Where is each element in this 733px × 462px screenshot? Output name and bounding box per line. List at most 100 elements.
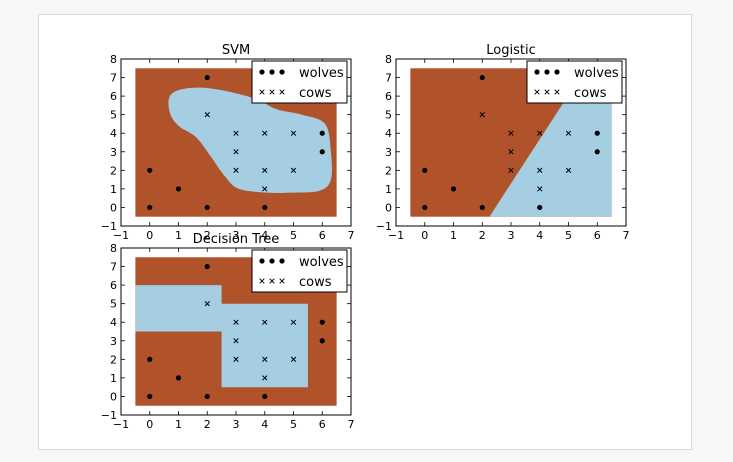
- subplot-2: −1 0 1 2 3 4 5 6 7 −1 0 1 2 3 4 5 6 7 8 Decision Tree wolves…: [101, 232, 355, 431]
- cows-point-3: [508, 130, 514, 136]
- x-tick-label: 6: [319, 418, 326, 431]
- subplot-title: Logistic: [486, 43, 535, 58]
- y-tick-label: 6: [110, 90, 117, 103]
- wolves-point-5: [262, 393, 268, 400]
- cows-region: [168, 87, 332, 193]
- x-tick-label: 5: [290, 229, 297, 242]
- subplot-title: Decision Tree: [193, 232, 280, 247]
- x-tick-label: 4: [261, 418, 268, 431]
- x-tick-label: 5: [290, 418, 297, 431]
- cows-point-0: [479, 112, 485, 118]
- legend-marker-cows: [554, 89, 560, 95]
- legend-marker-cows: [279, 89, 285, 95]
- wolves-point-5: [537, 204, 543, 211]
- cows-point-5: [262, 356, 268, 362]
- y-tick-label: 3: [110, 335, 117, 348]
- subplot-1: −1 0 1 2 3 4 5 6 7 −1 0 1 2 3 4 5 6 7 8 Logistic wolves cows: [376, 43, 630, 242]
- y-tick-label: 7: [110, 72, 117, 85]
- figure-canvas: −1 0 1 2 3 4 5 6 7 −1 0 1 2 3 4 5 6 7 8 SVM wolves cows −1 0 1 2 3…: [101, 43, 630, 431]
- cows-point-4: [262, 375, 268, 381]
- wolves-point-3: [479, 204, 485, 211]
- y-tick-label: 4: [110, 127, 117, 140]
- legend-marker-cows: [279, 278, 285, 284]
- legend-box: [251, 60, 348, 104]
- y-tick-label: 2: [110, 164, 117, 177]
- x-tick-label: 1: [175, 418, 182, 431]
- cows-point-8: [565, 130, 572, 136]
- cows-point-8: [290, 130, 297, 136]
- wolves-point-1: [147, 167, 153, 173]
- x-tick-label: 3: [233, 418, 240, 431]
- wolves-point-3: [204, 393, 210, 400]
- y-tick-label: 4: [110, 316, 117, 329]
- legend-marker-cows: [544, 89, 550, 95]
- y-tick-label: 0: [110, 390, 117, 403]
- x-tick-label: 5: [565, 229, 572, 242]
- legend-label-cows: cows: [299, 86, 332, 101]
- x-tick-label: 0: [421, 229, 428, 242]
- cows-region: [489, 68, 612, 217]
- y-tick-label: −1: [101, 409, 117, 422]
- y-tick-label: 5: [110, 109, 117, 122]
- y-tick-label: 0: [385, 201, 392, 214]
- y-tick-label: 1: [110, 183, 117, 196]
- x-tick-label: 0: [146, 229, 153, 242]
- y-tick-label: −1: [376, 220, 392, 233]
- ticks: −1 0 1 2 3 4 5 6 7 −1 0 1 2 3 4 5 6 7 8: [101, 242, 355, 431]
- legend-marker-cows: [269, 278, 275, 284]
- legend-label-wolves: wolves: [299, 255, 344, 270]
- wolves-point-5: [262, 204, 268, 211]
- x-tick-label: 4: [536, 229, 543, 242]
- legend-marker-cows: [269, 89, 275, 95]
- y-tick-label: 2: [385, 164, 392, 177]
- x-tick-label: 2: [204, 418, 211, 431]
- legend-marker-cows: [259, 278, 265, 284]
- wolves-point-2: [450, 186, 457, 192]
- x-tick-label: 6: [319, 229, 326, 242]
- x-tick-label: 6: [594, 229, 601, 242]
- wolves-point-7: [594, 130, 600, 136]
- legend-marker-wolves: [269, 258, 275, 264]
- legend-label-wolves: wolves: [574, 66, 619, 81]
- data-points: [422, 74, 600, 211]
- wolves-point-2: [175, 375, 182, 381]
- legend-marker-wolves: [279, 258, 285, 264]
- wolves-point-4: [204, 74, 210, 81]
- wolves-point-2: [175, 186, 182, 192]
- y-tick-label: 1: [110, 372, 117, 385]
- x-tick-label: 0: [146, 418, 153, 431]
- x-tick-label: 3: [233, 229, 240, 242]
- subplot-title: SVM: [222, 43, 250, 58]
- legend-marker-wolves: [534, 69, 540, 75]
- cows-point-7: [290, 167, 297, 173]
- legend-marker-wolves: [259, 258, 265, 264]
- legend-box: [526, 60, 623, 104]
- y-tick-label: 1: [385, 183, 392, 196]
- wolves-point-3: [204, 204, 210, 211]
- ticks: −1 0 1 2 3 4 5 6 7 −1 0 1 2 3 4 5 6 7 8: [101, 53, 355, 242]
- cows-point-2: [233, 338, 239, 344]
- x-tick-label: 7: [348, 229, 355, 242]
- wolves-point-4: [204, 263, 210, 270]
- cows-point-8: [290, 319, 297, 325]
- legend-marker-wolves: [259, 69, 265, 75]
- x-tick-label: 7: [348, 418, 355, 431]
- wolves-point-6: [319, 149, 325, 155]
- wolves-point-0: [422, 204, 428, 211]
- y-tick-label: 8: [110, 242, 117, 255]
- y-tick-label: −1: [101, 220, 117, 233]
- y-tick-label: 5: [110, 298, 117, 311]
- y-tick-label: 0: [110, 201, 117, 214]
- y-tick-label: 6: [110, 279, 117, 292]
- y-tick-label: 5: [385, 109, 392, 122]
- x-tick-label: 7: [623, 229, 630, 242]
- legend: wolves cows: [526, 60, 623, 104]
- wolves-point-6: [594, 149, 600, 155]
- x-tick-label: 3: [508, 229, 515, 242]
- wolves-point-6: [319, 338, 325, 344]
- y-tick-label: 8: [110, 53, 117, 66]
- wolves-point-4: [479, 74, 485, 81]
- legend-box: [251, 249, 348, 293]
- wolves-point-0: [147, 204, 153, 211]
- y-tick-label: 7: [385, 72, 392, 85]
